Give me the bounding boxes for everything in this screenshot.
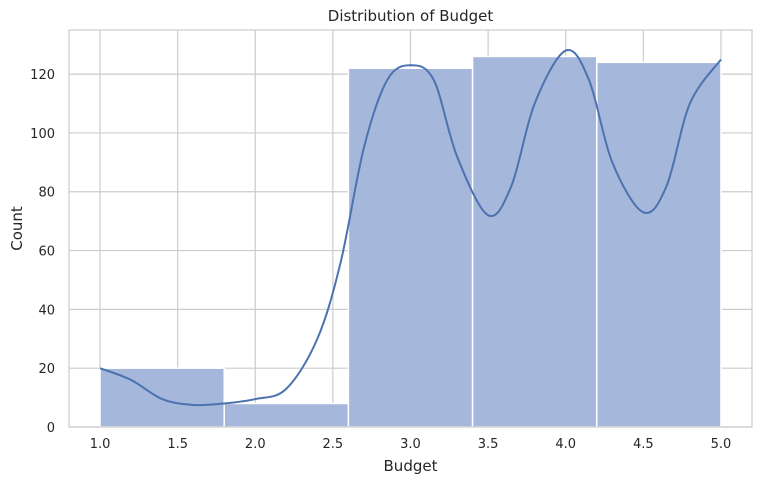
x-tick-label: 4.0: [555, 437, 576, 452]
x-tick-labels: 1.0 1.5 2.0 2.5 3.0 3.5 4.0 4.5 5.0: [90, 437, 732, 452]
histogram-bar: [596, 61, 722, 428]
y-tick-labels: 0 20 40 60 80 100 120: [30, 68, 55, 436]
x-tick-label: 3.0: [400, 437, 421, 452]
histogram-bar: [99, 367, 225, 428]
x-tick-label: 1.0: [90, 437, 111, 452]
histogram-bar: [223, 402, 350, 428]
histogram-bar: [471, 55, 598, 428]
histogram-bar: [347, 67, 474, 428]
y-tick-label: 0: [47, 421, 55, 436]
y-tick-label: 20: [38, 362, 55, 377]
kde-curve-layer: [99, 48, 722, 407]
y-axis-title: Count: [8, 206, 26, 251]
x-tick-label: 2.5: [323, 437, 344, 452]
y-tick-label: 60: [38, 245, 55, 260]
kde-line: [99, 48, 722, 407]
x-tick-label: 3.5: [478, 437, 499, 452]
chart-title: Distribution of Budget: [328, 7, 494, 25]
x-tick-label: 4.5: [633, 437, 654, 452]
x-axis-title: Budget: [384, 457, 438, 475]
axes-frame: [68, 29, 753, 428]
y-tick-label: 40: [38, 303, 55, 318]
plot-border: [68, 29, 753, 428]
histogram-bars: [99, 55, 722, 428]
x-tick-label: 2.0: [245, 437, 266, 452]
x-tick-label: 1.5: [167, 437, 188, 452]
y-tick-label: 100: [30, 127, 55, 142]
y-tick-label: 120: [30, 68, 55, 83]
x-tick-label: 5.0: [711, 437, 732, 452]
y-tick-label: 80: [38, 186, 55, 201]
